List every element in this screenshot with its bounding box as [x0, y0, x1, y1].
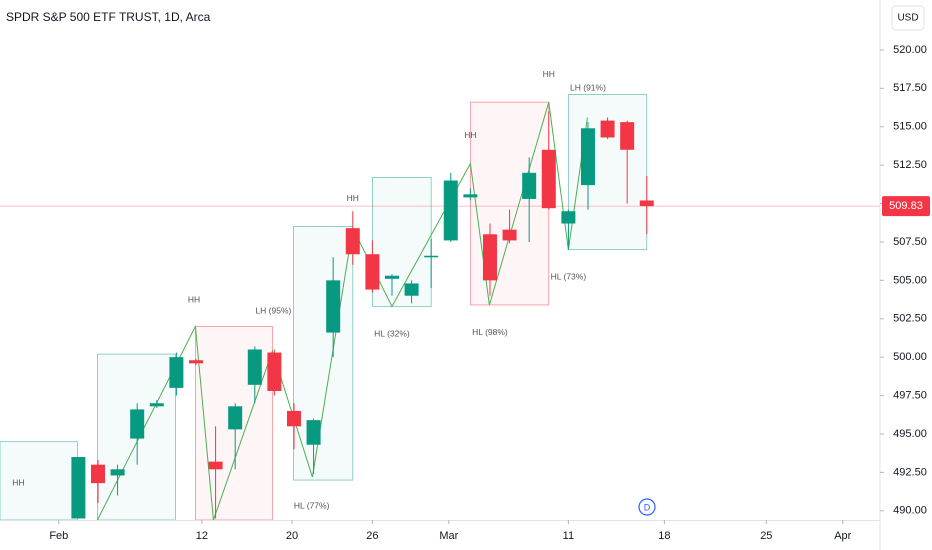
dividend-marker-icon: D [644, 502, 651, 512]
candle-body [345, 228, 360, 255]
candle-body [188, 360, 203, 364]
swing-label: HH [464, 130, 476, 140]
y-tick-label: 520.00 [893, 44, 927, 56]
candle-body [600, 120, 615, 138]
x-tick-label: 11 [563, 530, 574, 542]
candle-body [522, 172, 537, 199]
dividend-marker[interactable] [638, 498, 656, 516]
swing-label: HL (98%) [472, 327, 508, 337]
candle-body [580, 128, 595, 186]
x-tick-label: 26 [366, 530, 378, 542]
swing-label: HL (32%) [374, 328, 410, 338]
candle-body [326, 280, 341, 333]
candle-body [71, 457, 86, 519]
x-tick-label: 18 [658, 530, 670, 542]
swing-zone [292, 226, 354, 481]
x-tick-label: 12 [196, 530, 208, 542]
swing-zone [469, 101, 550, 306]
candle-body [541, 149, 556, 209]
swing-label: HH [12, 477, 24, 487]
y-tick-label: 497.50 [893, 389, 927, 401]
candle-body [404, 283, 419, 296]
y-tick-label: 490.00 [893, 505, 927, 517]
candle-body [463, 194, 478, 198]
y-tick-label: 515.00 [893, 121, 927, 133]
candle-body [561, 211, 576, 224]
candle-body [149, 403, 164, 407]
x-tick-label: 20 [286, 530, 298, 542]
candle-body [502, 229, 517, 241]
x-tick-label: Feb [49, 530, 68, 542]
y-tick-label: 492.50 [893, 466, 927, 478]
swing-label: HH [188, 295, 200, 305]
last-price-label: 509.83 [889, 200, 923, 212]
candle-body [620, 122, 635, 150]
swing-label: HL (73%) [551, 272, 587, 282]
candle-body [365, 254, 380, 290]
y-tick-label: 517.50 [893, 82, 927, 94]
candle-body [110, 469, 125, 476]
candle-body [639, 200, 654, 207]
x-tick-label: 25 [760, 530, 772, 542]
swing-label: HH [543, 69, 555, 79]
y-tick-label: 502.50 [893, 313, 927, 325]
y-tick-label: 500.00 [893, 351, 927, 363]
swing-label: LH (91%) [570, 83, 606, 93]
currency-button[interactable] [891, 5, 925, 31]
candle-body [90, 464, 105, 484]
swing-zone [0, 441, 78, 520]
y-tick-label: 495.00 [893, 428, 927, 440]
swing-label: HL (77%) [294, 500, 330, 510]
candle-body [169, 357, 184, 388]
candle-body [306, 420, 321, 445]
swing-label: HH [347, 193, 359, 203]
plot-area: HH HH LH (95%) HL (77%) HH HL (32%) HH HL (98%)… [0, 69, 880, 520]
candle-body [384, 275, 399, 279]
chart-title: SPDR S&P 500 ETF TRUST, 1D, Arca [6, 10, 211, 24]
candle-body [228, 406, 243, 430]
candle-body [424, 255, 439, 258]
candle-body [130, 409, 145, 439]
y-tick-label: 505.00 [893, 274, 927, 286]
candle-body [443, 180, 458, 241]
candle-body [267, 352, 282, 391]
candle-body [208, 461, 223, 470]
x-tick-label: Apr [834, 530, 851, 542]
candle-body [482, 234, 497, 281]
y-tick-label: 512.50 [893, 159, 927, 171]
y-tick-label: 507.50 [893, 236, 927, 248]
candle-body [247, 349, 262, 385]
candle-body [286, 410, 301, 427]
swing-zone [371, 177, 432, 307]
last-price-tag [882, 196, 930, 217]
x-tick-label: Mar [439, 530, 458, 542]
swing-label: LH (95%) [255, 305, 291, 315]
currency-label: USD [897, 13, 918, 24]
